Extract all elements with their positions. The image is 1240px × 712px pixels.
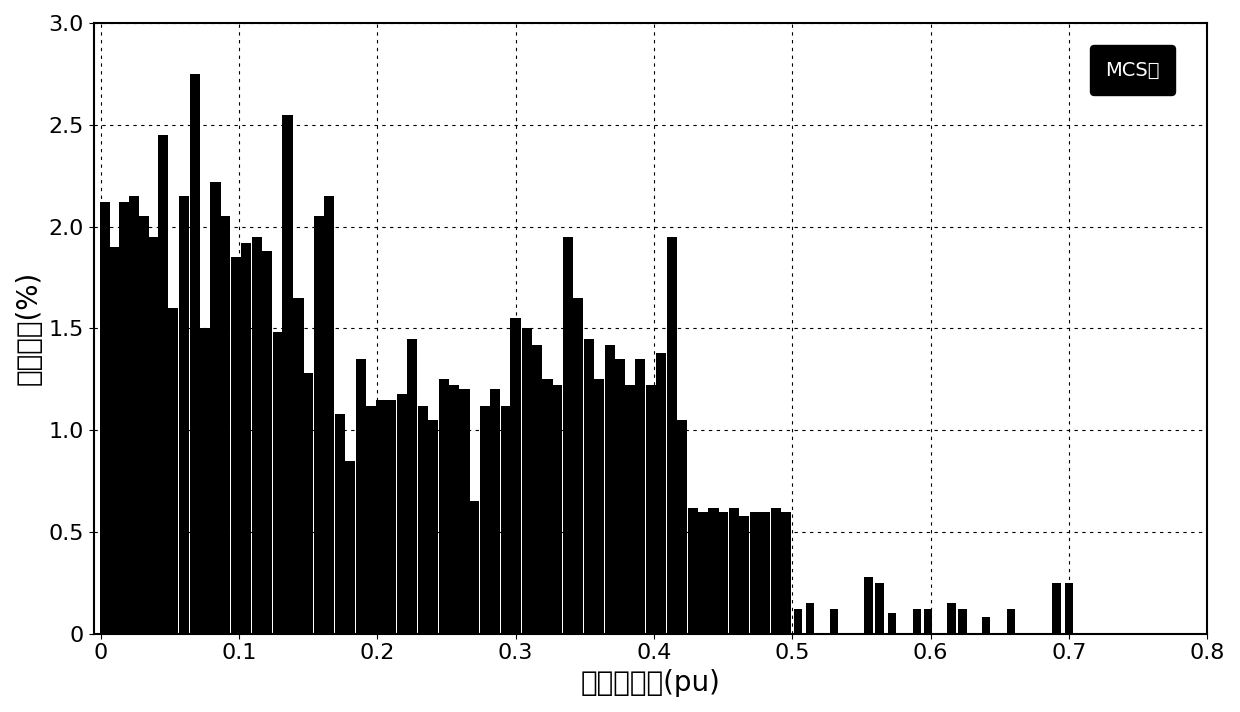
Y-axis label: 发生概率(%): 发生概率(%) xyxy=(15,271,43,385)
Bar xyxy=(219,216,231,634)
Bar xyxy=(697,512,708,634)
Bar xyxy=(605,345,615,634)
Bar xyxy=(167,308,177,634)
Bar xyxy=(397,394,408,634)
Bar xyxy=(806,603,815,634)
Bar xyxy=(770,508,781,634)
Bar xyxy=(708,508,719,634)
Bar xyxy=(448,385,459,634)
Bar xyxy=(190,74,200,634)
Bar xyxy=(522,328,532,634)
Bar xyxy=(913,609,921,634)
Bar xyxy=(501,406,511,634)
Bar xyxy=(1007,609,1016,634)
Bar xyxy=(200,328,210,634)
Bar xyxy=(573,298,583,634)
Bar xyxy=(231,257,242,634)
Bar xyxy=(335,414,345,634)
Bar xyxy=(563,237,573,634)
Bar xyxy=(294,298,304,634)
Bar xyxy=(531,345,542,634)
Bar xyxy=(356,359,366,634)
Bar xyxy=(830,609,838,634)
Bar xyxy=(109,247,120,634)
Bar xyxy=(1065,583,1073,634)
Bar xyxy=(418,406,428,634)
Bar xyxy=(888,613,897,634)
Bar xyxy=(924,609,932,634)
Bar xyxy=(511,318,521,634)
Bar xyxy=(157,135,169,634)
Bar xyxy=(129,196,139,634)
Bar xyxy=(794,609,802,634)
Bar xyxy=(780,512,791,634)
Bar xyxy=(625,385,636,634)
Bar xyxy=(303,373,314,634)
Bar xyxy=(211,182,221,634)
Bar xyxy=(490,389,500,634)
Bar xyxy=(376,399,387,634)
Bar xyxy=(959,609,967,634)
Bar xyxy=(875,583,884,634)
Bar xyxy=(947,603,956,634)
Bar xyxy=(428,420,438,634)
Bar xyxy=(739,515,749,634)
Bar xyxy=(864,577,873,634)
Bar xyxy=(646,385,656,634)
Bar xyxy=(552,385,563,634)
Bar xyxy=(345,461,355,634)
Bar xyxy=(283,115,293,634)
Bar xyxy=(677,420,687,634)
X-axis label: 接入点电压(pu): 接入点电压(pu) xyxy=(580,669,720,697)
Bar xyxy=(542,379,553,634)
Bar xyxy=(179,196,188,634)
Bar xyxy=(594,379,604,634)
Bar xyxy=(729,508,739,634)
Bar xyxy=(687,508,698,634)
Bar xyxy=(750,512,760,634)
Bar xyxy=(982,617,990,634)
Bar xyxy=(718,512,728,634)
Bar xyxy=(614,359,625,634)
Bar xyxy=(469,501,480,634)
Bar xyxy=(99,202,110,634)
Legend: MCS法: MCS法 xyxy=(1090,45,1176,95)
Bar xyxy=(480,406,491,634)
Bar xyxy=(119,202,129,634)
Bar xyxy=(241,243,252,634)
Bar xyxy=(759,512,770,634)
Bar xyxy=(656,352,666,634)
Bar xyxy=(139,216,149,634)
Bar xyxy=(324,196,334,634)
Bar xyxy=(667,237,677,634)
Bar xyxy=(314,216,325,634)
Bar xyxy=(439,379,449,634)
Bar xyxy=(273,333,283,634)
Bar xyxy=(584,338,594,634)
Bar xyxy=(262,251,272,634)
Bar xyxy=(1053,583,1060,634)
Bar xyxy=(635,359,645,634)
Bar xyxy=(407,338,417,634)
Bar xyxy=(386,399,397,634)
Bar xyxy=(366,406,376,634)
Bar xyxy=(148,237,159,634)
Bar xyxy=(459,389,470,634)
Bar xyxy=(252,237,262,634)
